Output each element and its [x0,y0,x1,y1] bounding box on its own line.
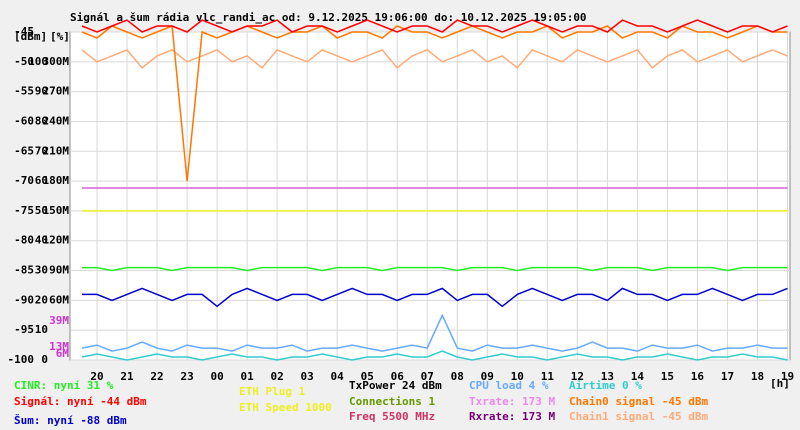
rate-marker: 6M [56,347,70,360]
y2-tick-label: 60 [35,174,48,187]
y3-tick-label: 240M [43,114,70,127]
x-tick-label: 04 [331,370,345,383]
x-tick-label: 10 [511,370,524,383]
x-tick-label: 14 [631,370,645,383]
series-line [82,266,788,272]
x-tick-label: 12 [571,370,584,383]
series-line [81,19,788,33]
x-tick-label: 11 [541,370,555,383]
y-axis-label: [dBm] [14,30,47,43]
y-tick-label: -80 [14,234,34,247]
legend-entry: Connections 1 [349,395,435,408]
legend-entry: ETH Plug 1 [239,385,306,398]
legend-entry: Šum: nyní -88 dBm [14,414,127,427]
legend-entry: ETH Speed 1000 [239,401,332,414]
y-tick-label: -50 [14,55,34,68]
x-tick-label: 00 [210,370,223,383]
legend-entry: CPU load 4 % [469,379,549,392]
x-tick-label: 22 [150,370,163,383]
y2-tick-label: 40 [35,234,48,247]
legend-entry: Chain0 signal -45 dBm [569,395,708,408]
x-tick-label: 08 [451,370,464,383]
y-tick-label: -60 [14,114,34,127]
legend-entry: TxPower 24 dBm [349,379,442,392]
y2-tick-label: 20 [35,293,48,306]
legend-entry: Rxrate: 173 M [469,410,555,423]
legend-entry: Freq 5500 MHz [349,410,435,423]
y2-tick-label: 10 [35,323,48,336]
y2-tick-label: 70 [35,144,48,157]
y3-tick-label: 210M [43,144,70,157]
y-tick-label: -55 [14,85,34,98]
x-tick-label: 19 [781,370,794,383]
x-tick-label: 06 [391,370,405,383]
y3-tick-label: 180M [43,174,70,187]
rate-marker: 13M [49,340,69,353]
x-tick-label: 17 [721,370,734,383]
y-tick-label: -70 [14,174,34,187]
y2-tick-label: 80 [35,114,48,127]
x-tick-label: 02 [271,370,284,383]
series-line [81,313,788,352]
x-tick-label: 05 [361,370,374,383]
x-axis-label: [h] [770,377,790,390]
y-tick-label: -85 [14,264,34,277]
rate-marker: 39M [49,314,69,327]
y2-axis-label: [%] [50,30,70,43]
y3-tick-label: 150M [43,204,70,217]
chart-title: Signál a šum rádia vlc_randi_ac od: 9.12… [70,11,587,24]
series-line [81,24,788,182]
y3-tick-label: 120M [43,234,70,247]
y2-tick-label: 50 [35,204,48,217]
y3-tick-label: 90M [49,264,69,277]
legend-entry: Signál: nyní -44 dBm [14,395,147,408]
y-tick-label: -65 [14,144,34,157]
x-tick-label: 15 [661,370,674,383]
y-tick-label: -100 [8,353,35,366]
legend-entry: Airtime 0 % [569,379,642,392]
y2-tick-label: 0 [41,353,48,366]
y-tick-label: -45 [14,25,34,38]
y-tick-label: -90 [14,293,34,306]
x-tick-label: 18 [751,370,764,383]
series-line [82,287,788,308]
x-tick-label: 20 [90,370,103,383]
x-tick-label: 01 [240,370,254,383]
legend-entry: CINR: nyní 31 % [14,379,114,392]
x-tick-label: 03 [301,370,314,383]
y-tick-label: -95 [14,323,34,336]
y3-tick-label: 300M [43,55,70,68]
x-tick-label: 07 [421,370,434,383]
y3-tick-label: 270M [43,85,70,98]
x-tick-label: 21 [120,370,134,383]
legend-entry: Txrate: 173 M [469,395,555,408]
plot-area [69,31,791,361]
x-tick-label: 16 [691,370,705,383]
x-tick-label: 09 [481,370,494,383]
x-tick-label: 13 [601,370,614,383]
series-line [81,350,788,361]
x-tick-label: 23 [180,370,193,383]
y2-tick-label: 100 [28,55,48,68]
y-tick-label: -75 [14,204,34,217]
y2-tick-label: 30 [35,264,48,277]
y2-tick-label: 90 [35,85,48,98]
y3-tick-label: 60M [49,293,69,306]
legend-entry: Chain1 signal -45 dBm [569,410,708,423]
